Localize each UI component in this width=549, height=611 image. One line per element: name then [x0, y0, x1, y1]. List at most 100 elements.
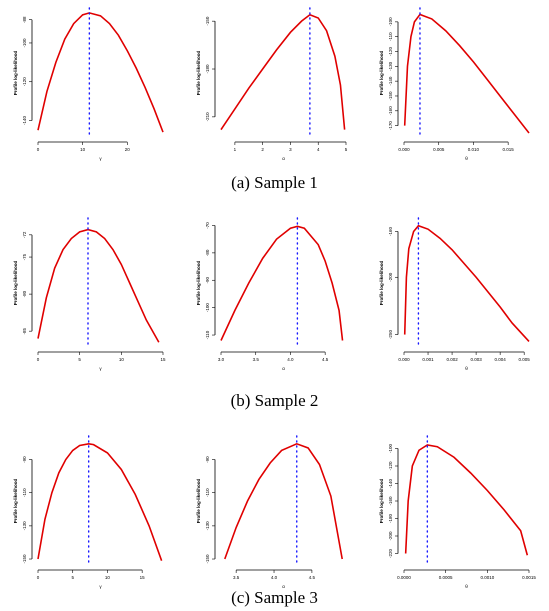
y-tick-label: -220 [388, 549, 393, 559]
plot-panel: 3.0 3.5 4.0 4.5 -110 -100 -90 -80 -70 α Profile lo… [183, 210, 366, 373]
x-tick-label: 0.0005 [439, 575, 453, 580]
y-tick-label: -120 [22, 77, 27, 87]
caption-sample-3: (c) Sample 3 [231, 588, 318, 607]
x-tick-label: 4.0 [271, 575, 278, 580]
y-tick-label: -80 [22, 290, 27, 297]
plot-svg: 0 5 10 15 -150 -130 -110 -90 γ Profile log-likeli… [13, 435, 163, 589]
y-tick-label: -160 [388, 226, 393, 236]
x-tick-label: 2 [261, 147, 264, 152]
y-tick-label: -70 [205, 222, 210, 229]
y-tick-label: -120 [388, 461, 393, 471]
x-axis-label: α [282, 156, 285, 161]
y-tick-label: -200 [388, 272, 393, 282]
y-tick-label: -200 [388, 531, 393, 541]
y-tick-label: -210 [205, 112, 210, 122]
x-tick-label: 0.0015 [522, 575, 536, 580]
likelihood-curve [37, 12, 164, 133]
x-tick-label: 0 [37, 147, 40, 152]
y-tick-label: -100 [388, 444, 393, 454]
x-axis-label: γ [99, 366, 102, 371]
likelihood-curve [220, 225, 344, 341]
x-tick-label: 15 [140, 575, 146, 580]
y-tick-label: -100 [22, 38, 27, 48]
x-tick-label: 1 [234, 147, 237, 152]
y-tick-label: -80 [205, 249, 210, 256]
x-tick-label: 0.010 [468, 147, 480, 152]
y-tick-label: -120 [388, 47, 393, 57]
y-tick-label: -75 [22, 253, 27, 260]
y-axis-label: Profile log-likelihood [379, 479, 384, 524]
x-tick-label: 4.5 [309, 575, 316, 580]
x-axis-label: α [282, 584, 285, 589]
caption-sample-1: (a) Sample 1 [231, 173, 318, 192]
y-tick-label: -160 [388, 106, 393, 116]
y-tick-label: -90 [22, 456, 27, 463]
y-tick-label: -72 [22, 231, 27, 238]
plot-svg: 0 5 10 15 -85 -80 -75 -72 γ Profile log-likelihoo… [13, 217, 166, 371]
x-tick-label: 0.0000 [397, 575, 411, 580]
y-tick-label: -130 [22, 521, 27, 531]
plot-panel: 0 10 20 -140 -120 -100 -88 γ Profile log-likelih… [0, 0, 183, 163]
x-tick-label: 0.003 [470, 357, 482, 362]
y-tick-label: -90 [205, 277, 210, 284]
x-axis-label: θ [465, 156, 468, 161]
x-tick-label: 0.002 [446, 357, 458, 362]
y-tick-label: -160 [388, 496, 393, 506]
y-tick-label: -140 [388, 479, 393, 489]
x-tick-label: 5 [71, 575, 74, 580]
y-tick-label: -150 [205, 16, 210, 26]
y-tick-label: -110 [205, 488, 210, 497]
y-tick-label: -110 [388, 32, 393, 41]
plot-svg: 0.000 0.005 0.010 0.015 -170 -160 -150 -140 -130… [379, 7, 530, 161]
plot-svg: 0.0000 0.0005 0.0010 0.0015 -220 -200 -180 -160… [379, 435, 536, 589]
plot-svg: 3.0 3.5 4.0 4.5 -110 -100 -90 -80 -70 α Profile lo… [196, 217, 344, 371]
x-tick-label: 0.0010 [480, 575, 494, 580]
x-tick-label: 10 [80, 147, 86, 152]
x-tick-label: 3.5 [253, 357, 260, 362]
y-tick-label: -100 [205, 303, 210, 313]
y-tick-label: -180 [205, 64, 210, 74]
y-axis-label: Profile log-likelihood [13, 261, 18, 306]
x-tick-label: 0.005 [433, 147, 445, 152]
y-tick-label: -90 [205, 456, 210, 463]
y-axis-label: Profile log-likelihood [379, 261, 384, 306]
y-axis-label: Profile log-likelihood [13, 51, 18, 96]
caption-sample-2: (b) Sample 2 [230, 391, 319, 410]
plot-panel: 0.000 0.005 0.010 0.015 -170 -160 -150 -140 -130… [366, 0, 549, 163]
likelihood-curve [220, 13, 346, 131]
likelihood-curve [224, 442, 343, 560]
x-tick-label: 20 [125, 147, 131, 152]
x-tick-label: 10 [105, 575, 111, 580]
x-axis-label: θ [465, 366, 468, 371]
plot-svg: 0 10 20 -140 -120 -100 -88 γ Profile log-likelih… [13, 7, 164, 161]
plot-svg: 3.5 4.0 4.5 -150 -130 -110 -90 α Profile log-lik… [196, 435, 343, 589]
y-tick-label: -110 [205, 330, 210, 339]
y-axis-label: Profile log-likelihood [13, 479, 18, 524]
x-tick-label: 5 [345, 147, 348, 152]
likelihood-curve [403, 224, 530, 342]
y-tick-label: -180 [388, 514, 393, 524]
plot-panel: 0 5 10 15 -150 -130 -110 -90 γ Profile log-likeli… [0, 428, 183, 591]
plot-panel: 3.5 4.0 4.5 -150 -130 -110 -90 α Profile log-lik… [183, 428, 366, 591]
plot-svg: 1 2 3 4 5 -210 -180 -150 α Profile log-likelihood [196, 7, 348, 161]
x-tick-label: 15 [160, 357, 166, 362]
x-tick-label: 4.5 [322, 357, 329, 362]
x-axis-label: γ [99, 584, 102, 589]
plot-panel: 0.000 0.001 0.002 0.003 0.004 0.005 -250 -200 -1… [366, 210, 549, 373]
y-tick-label: -150 [205, 554, 210, 564]
x-tick-label: 0.005 [519, 357, 531, 362]
y-axis-label: Profile log-likelihood [196, 479, 201, 524]
x-tick-label: 3.5 [233, 575, 240, 580]
plot-panel: 0 5 10 15 -85 -80 -75 -72 γ Profile log-likelihoo… [0, 210, 183, 373]
x-tick-label: 4.0 [287, 357, 294, 362]
y-tick-label: -110 [22, 488, 27, 497]
likelihood-curve [404, 444, 529, 556]
y-tick-label: -85 [22, 327, 27, 334]
y-tick-label: -140 [22, 115, 27, 125]
likelihood-curve [403, 13, 530, 134]
x-tick-label: 0.001 [422, 357, 434, 362]
x-tick-label: 4 [317, 147, 320, 152]
x-tick-label: 3.0 [218, 357, 225, 362]
y-tick-label: -150 [22, 554, 27, 564]
x-tick-label: 3 [289, 147, 292, 152]
